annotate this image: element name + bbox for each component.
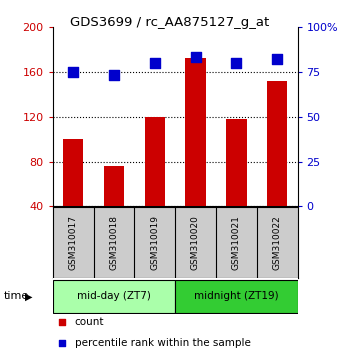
Point [261, 68, 267, 74]
Bar [175, 280, 298, 313]
Text: percentile rank within the sample: percentile rank within the sample [75, 338, 251, 348]
Text: GSM310021: GSM310021 [232, 215, 241, 270]
Bar [53, 280, 175, 313]
Text: GSM310022: GSM310022 [273, 215, 282, 270]
Point [111, 72, 117, 78]
Point [70, 69, 76, 74]
Bar [267, 80, 287, 206]
Text: GDS3699 / rc_AA875127_g_at: GDS3699 / rc_AA875127_g_at [70, 16, 270, 29]
Text: GSM310019: GSM310019 [150, 215, 159, 270]
Text: GSM310020: GSM310020 [191, 215, 200, 270]
Text: mid-day (ZT7): mid-day (ZT7) [77, 291, 151, 302]
Text: ▶: ▶ [25, 291, 33, 302]
Text: time: time [3, 291, 29, 302]
Text: count: count [75, 317, 104, 327]
Point [261, 264, 267, 270]
Point [274, 56, 280, 62]
Point [193, 54, 198, 60]
Point [234, 60, 239, 65]
Bar [226, 119, 246, 206]
Point [152, 60, 157, 65]
Bar [63, 139, 83, 206]
Text: midnight (ZT19): midnight (ZT19) [194, 291, 278, 302]
Text: GSM310018: GSM310018 [109, 215, 118, 270]
Bar [104, 166, 124, 206]
Text: GSM310017: GSM310017 [69, 215, 78, 270]
Bar [144, 116, 165, 206]
Bar [185, 58, 206, 206]
